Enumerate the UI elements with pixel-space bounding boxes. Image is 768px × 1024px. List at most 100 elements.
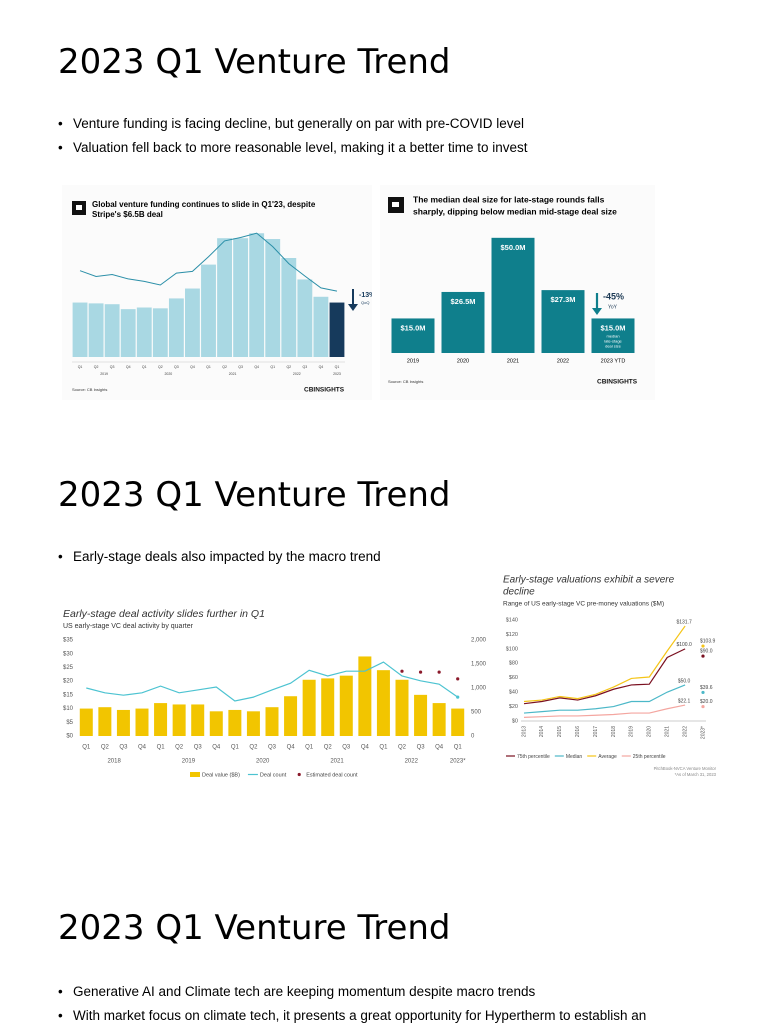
bar	[233, 238, 249, 357]
y-tick-label: $100	[506, 646, 518, 652]
x-tick-label: Q2	[286, 365, 291, 369]
x-tick-label: Q1	[78, 365, 83, 369]
value-label: $39.6	[700, 685, 713, 691]
source: Source: CB Insights	[388, 379, 423, 384]
figure-title: sharply, dipping below median mid-stage …	[413, 206, 617, 216]
x-tick-label: 2017	[593, 726, 599, 737]
year-label: 2019	[100, 372, 108, 376]
dot	[437, 670, 441, 674]
line-series	[523, 704, 686, 718]
x-tick-label: Q1	[454, 745, 463, 751]
y2-tick-label: 500	[471, 710, 482, 716]
y-tick-label: $35	[63, 638, 74, 644]
figure-title: Global venture funding continues to slid…	[92, 200, 316, 209]
value-label: $15.0M	[600, 323, 625, 332]
year-label: 2022	[405, 759, 419, 765]
brand: CBINSIGHTS	[304, 387, 345, 394]
bar	[265, 239, 281, 357]
bar	[191, 704, 205, 736]
bar	[217, 238, 232, 357]
brand: CBINSIGHTS	[597, 379, 638, 386]
x-tick-label: Q4	[361, 745, 370, 751]
arrow-head	[592, 308, 602, 315]
value-label: $26.5M	[450, 297, 475, 306]
figure-subtitle: Range of US early-stage VC pre-money val…	[503, 601, 664, 608]
legend-swatch	[190, 772, 200, 777]
x-tick-label: Q3	[342, 745, 351, 751]
x-tick-label: Q3	[194, 745, 203, 751]
y-tick-label: $140	[506, 617, 518, 623]
bullet: Generative AI and Climate tech are keepi…	[58, 984, 535, 999]
year-label: 2018	[107, 759, 121, 765]
slide-title: 2023 Q1 Venture Trend	[58, 908, 451, 948]
slide-title: 2023 Q1 Venture Trend	[58, 42, 451, 82]
x-tick-label: Q4	[254, 365, 259, 369]
year-label: 2019	[182, 759, 196, 765]
x-tick-label: Q2	[175, 745, 184, 751]
icon-mark	[392, 202, 399, 207]
bar	[136, 307, 152, 357]
x-tick-label: Q1	[142, 365, 147, 369]
y-tick-label: $80	[509, 661, 518, 667]
x-tick-label: Q3	[110, 365, 115, 369]
x-tick-label: Q1	[206, 365, 211, 369]
x-tick-label: 2023*	[700, 726, 706, 739]
bar	[391, 318, 435, 353]
bar-note: median	[606, 334, 619, 339]
year-label: 2020	[256, 759, 270, 765]
x-tick-label: 2019	[629, 726, 635, 737]
dot	[701, 654, 705, 658]
legend-label: 75th percentile	[517, 754, 550, 760]
bar	[104, 304, 120, 357]
year-label: 2022	[293, 372, 301, 376]
figure-title: Early-stage deal activity slides further…	[63, 608, 265, 620]
icon-mark	[76, 205, 82, 210]
bar	[491, 237, 535, 353]
y-tick-label: $0	[512, 718, 518, 724]
change-label: -13%	[359, 292, 372, 299]
slide-title: 2023 Q1 Venture Trend	[58, 475, 451, 515]
line-series	[86, 661, 459, 702]
source: *As of March 31, 2023	[675, 772, 717, 777]
bar	[329, 302, 345, 357]
bar	[451, 708, 465, 736]
x-tick-label: Q1	[379, 745, 388, 751]
line-end-dot	[456, 695, 460, 699]
y2-tick-label: 2,000	[471, 638, 487, 644]
dot	[701, 690, 705, 695]
bar	[116, 709, 130, 736]
x-tick-label: 2013	[521, 726, 527, 737]
legend-label: Deal value ($B)	[202, 772, 240, 778]
value-label: $50.0	[678, 678, 691, 684]
bar	[321, 678, 335, 736]
x-tick-label: 2016	[575, 726, 581, 737]
source: Source: CB Insights	[72, 387, 107, 392]
dot	[701, 644, 705, 648]
value-label: $50.0M	[500, 243, 525, 252]
x-tick-label: Q1	[157, 745, 166, 751]
x-tick-label: Q3	[238, 365, 243, 369]
value-label: $100.0	[676, 642, 692, 648]
x-tick-label: Q1	[82, 745, 91, 751]
bar	[88, 303, 104, 357]
x-tick-label: 2020	[647, 726, 653, 737]
line-series	[523, 648, 686, 705]
bar	[395, 679, 409, 736]
bar	[172, 704, 186, 736]
source: PitchBook-NVCA Venture Monitor	[654, 766, 717, 771]
bar	[591, 318, 635, 353]
x-tick-label: 2019	[407, 358, 419, 364]
dot	[456, 677, 460, 681]
y2-tick-label: 1,500	[471, 662, 487, 668]
bar	[249, 233, 265, 357]
y-tick-label: $20	[509, 704, 518, 710]
x-tick-label: 2023 YTD	[601, 358, 626, 364]
y-tick-label: $60	[509, 675, 518, 681]
x-tick-label: Q3	[268, 745, 277, 751]
arrow-head	[348, 304, 358, 311]
x-tick-label: Q1	[231, 745, 240, 751]
x-tick-label: Q3	[174, 365, 179, 369]
bullet: Early-stage deals also impacted by the m…	[58, 549, 381, 564]
year-label: 2021	[330, 759, 344, 765]
x-tick-label: Q2	[222, 365, 227, 369]
